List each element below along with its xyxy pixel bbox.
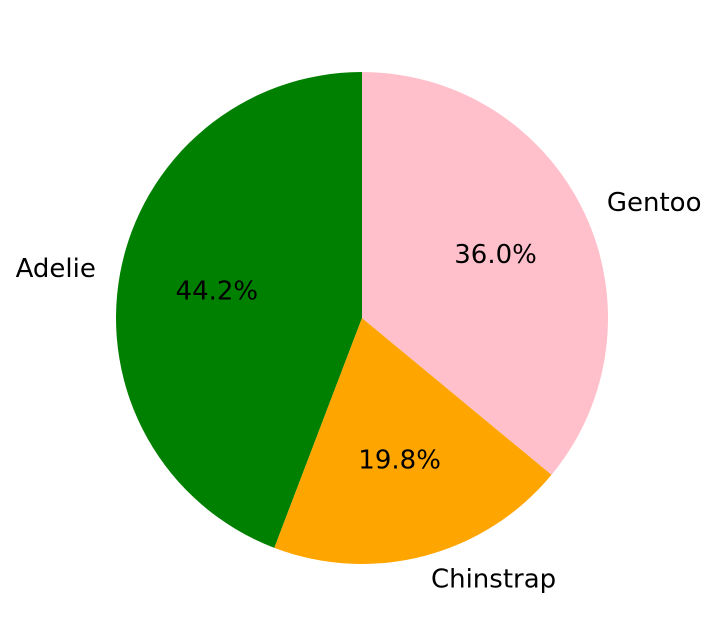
- pie-category-label-adelie: Adelie: [16, 254, 96, 284]
- pie-slice-gentoo: [362, 72, 608, 475]
- pie-category-label-chinstrap: Chinstrap: [431, 565, 556, 595]
- pie-category-label-gentoo: Gentoo: [607, 188, 702, 218]
- pie-labels: 44.2% Adelie 19.8% Chinstrap 36.0% Gentoo: [16, 188, 702, 595]
- pie-slice-chinstrap: [274, 318, 552, 564]
- pie-pct-label-adelie: 44.2%: [176, 276, 259, 306]
- pie-pct-label-gentoo: 36.0%: [454, 240, 537, 270]
- pie-slices: [116, 72, 608, 564]
- pie-slice-adelie: [116, 72, 362, 548]
- pie-pct-label-chinstrap: 19.8%: [358, 446, 441, 476]
